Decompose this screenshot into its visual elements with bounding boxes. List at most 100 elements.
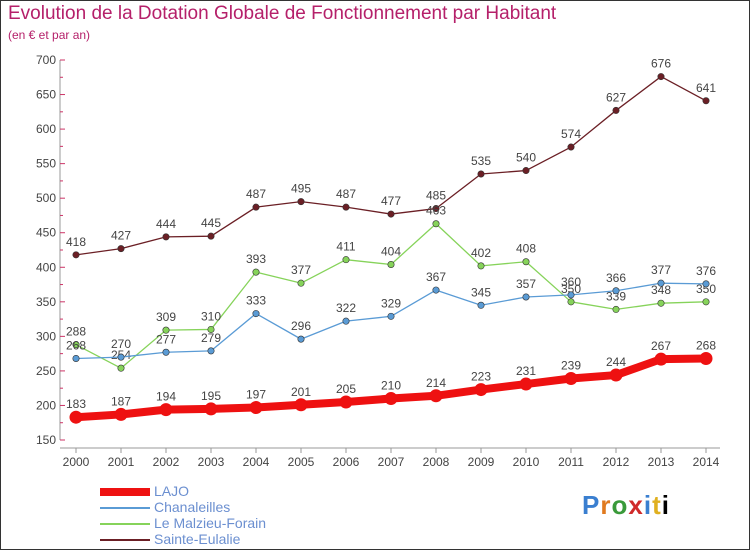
- data-point: [519, 377, 533, 391]
- y-tick-label-500: 500: [36, 191, 56, 205]
- data-point: [207, 325, 215, 333]
- data-point: [297, 198, 305, 206]
- data-point: [657, 299, 665, 307]
- data-label: 244: [606, 355, 626, 369]
- data-label: 231: [516, 364, 536, 378]
- data-point: [567, 291, 575, 299]
- data-point: [432, 220, 440, 228]
- data-point: [477, 301, 485, 309]
- data-label: 540: [516, 151, 536, 165]
- data-label: 535: [471, 154, 491, 168]
- x-tick-label-2000: 2000: [63, 455, 90, 469]
- data-point: [159, 403, 173, 417]
- y-tick-label-150: 150: [36, 433, 56, 447]
- data-point: [567, 143, 575, 151]
- logo-letter: o: [611, 490, 629, 520]
- data-point: [609, 368, 623, 382]
- data-label: 350: [561, 282, 581, 296]
- data-point: [702, 280, 710, 288]
- data-label: 366: [606, 271, 626, 285]
- data-point: [252, 203, 260, 211]
- data-label: 270: [111, 337, 131, 351]
- data-label: 268: [696, 338, 716, 352]
- x-tick-label-2011: 2011: [558, 455, 584, 469]
- data-label: 377: [291, 263, 311, 277]
- legend-item: Le Malzieu-Forain: [100, 515, 360, 532]
- data-label: 357: [516, 277, 536, 291]
- x-tick-label-2008: 2008: [423, 455, 450, 469]
- data-point: [477, 170, 485, 178]
- data-label: 268: [66, 338, 86, 352]
- data-label: 367: [426, 270, 446, 284]
- y-tick-label-450: 450: [36, 226, 56, 240]
- data-point: [207, 232, 215, 240]
- data-label: 348: [651, 283, 671, 297]
- data-label: 214: [426, 376, 446, 390]
- data-label: 288: [66, 325, 86, 339]
- data-label: 418: [66, 235, 86, 249]
- data-label: 322: [336, 301, 356, 315]
- data-point: [297, 279, 305, 287]
- data-point: [384, 392, 398, 406]
- data-label: 329: [381, 296, 401, 310]
- x-tick-label-2014: 2014: [693, 455, 720, 469]
- data-label: 445: [201, 216, 221, 230]
- logo-letter: i: [661, 490, 670, 520]
- data-label: 187: [111, 394, 131, 408]
- data-label: 485: [426, 189, 446, 203]
- data-label: 427: [111, 229, 131, 243]
- data-label: 627: [606, 90, 626, 104]
- data-label: 463: [426, 204, 446, 218]
- y-tick-label-300: 300: [36, 329, 56, 343]
- x-tick-label-2003: 2003: [198, 455, 225, 469]
- legend-swatch: [100, 539, 150, 541]
- data-point: [207, 347, 215, 355]
- data-label: 267: [651, 339, 671, 353]
- data-label: 495: [291, 182, 311, 196]
- data-label: 411: [336, 240, 355, 254]
- data-point: [702, 97, 710, 105]
- data-point: [162, 326, 170, 334]
- data-point: [342, 203, 350, 211]
- y-tick-label-350: 350: [36, 295, 56, 309]
- data-label: 377: [651, 263, 671, 277]
- data-label: 210: [381, 379, 401, 393]
- data-point: [114, 407, 128, 421]
- y-tick-label-700: 700: [36, 53, 56, 67]
- x-tick-label-2001: 2001: [108, 455, 135, 469]
- data-label: 310: [201, 309, 221, 323]
- data-label: 376: [696, 264, 716, 278]
- data-point: [612, 106, 620, 114]
- legend-swatch: [100, 488, 150, 496]
- data-label: 676: [651, 57, 671, 71]
- legend-label: Chanaleilles: [154, 499, 231, 515]
- logo-letter: r: [600, 490, 612, 520]
- data-label: 197: [246, 388, 266, 402]
- data-point: [522, 167, 530, 175]
- data-point: [612, 305, 620, 313]
- data-label: 408: [516, 242, 536, 256]
- data-point: [522, 258, 530, 266]
- data-label: 309: [156, 310, 176, 324]
- data-point: [252, 310, 260, 318]
- logo-letter: t: [652, 490, 662, 520]
- data-point: [567, 298, 575, 306]
- data-label: 404: [381, 245, 401, 259]
- data-point: [702, 298, 710, 306]
- data-point: [117, 364, 125, 372]
- y-tick-label-400: 400: [36, 260, 56, 274]
- data-point: [612, 287, 620, 295]
- data-point: [387, 261, 395, 269]
- data-point: [162, 348, 170, 356]
- data-point: [342, 256, 350, 264]
- data-label: 183: [66, 397, 86, 411]
- data-point: [657, 279, 665, 287]
- data-label: 239: [561, 359, 581, 373]
- data-point: [69, 410, 83, 424]
- x-tick-label-2002: 2002: [153, 455, 180, 469]
- data-label: 487: [336, 187, 356, 201]
- data-point: [342, 317, 350, 325]
- logo-letter: x: [628, 490, 644, 520]
- chart-subtitle: (en € et par an): [8, 28, 91, 42]
- data-label: 477: [381, 194, 401, 208]
